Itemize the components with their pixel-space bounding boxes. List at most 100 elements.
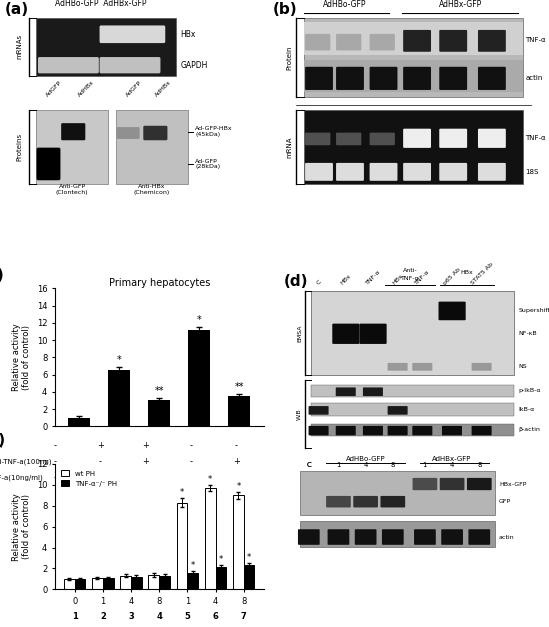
FancyBboxPatch shape xyxy=(388,406,407,414)
FancyBboxPatch shape xyxy=(336,163,364,181)
FancyBboxPatch shape xyxy=(472,426,492,435)
FancyBboxPatch shape xyxy=(336,67,364,90)
Text: Anti-GFP
(Clontech): Anti-GFP (Clontech) xyxy=(55,184,88,195)
Text: GFP: GFP xyxy=(499,499,511,504)
FancyBboxPatch shape xyxy=(468,529,490,545)
Text: AdHBx-GFP: AdHBx-GFP xyxy=(433,456,472,461)
Text: HBx: HBx xyxy=(0,443,2,449)
Bar xyxy=(304,18,523,97)
Text: Proteins: Proteins xyxy=(16,133,22,161)
FancyBboxPatch shape xyxy=(336,133,361,145)
FancyBboxPatch shape xyxy=(414,529,436,545)
Bar xyxy=(304,22,523,55)
Text: Anti-: Anti- xyxy=(403,268,417,273)
FancyBboxPatch shape xyxy=(442,426,462,435)
FancyBboxPatch shape xyxy=(413,478,437,490)
FancyBboxPatch shape xyxy=(440,478,464,490)
Text: 4: 4 xyxy=(363,462,368,468)
Bar xyxy=(311,403,514,416)
Bar xyxy=(68,418,90,426)
Text: 18S: 18S xyxy=(525,169,539,175)
Text: -: - xyxy=(235,441,238,450)
FancyBboxPatch shape xyxy=(388,426,407,435)
Text: IkB-α: IkB-α xyxy=(519,407,535,412)
Text: AdGFP: AdGFP xyxy=(46,80,63,98)
Text: +: + xyxy=(233,457,240,466)
FancyBboxPatch shape xyxy=(354,496,378,507)
FancyBboxPatch shape xyxy=(332,324,360,344)
FancyBboxPatch shape xyxy=(439,163,467,181)
Text: Ad-GFP-HBx
(45kDa): Ad-GFP-HBx (45kDa) xyxy=(195,127,233,137)
Text: Supershifted: Supershifted xyxy=(519,308,549,314)
Text: *: * xyxy=(191,561,195,570)
FancyBboxPatch shape xyxy=(336,34,361,50)
Bar xyxy=(148,401,170,426)
Bar xyxy=(148,575,159,589)
Text: (e): (e) xyxy=(0,433,6,448)
Text: +: + xyxy=(188,473,194,482)
Text: (c): (c) xyxy=(0,268,4,283)
Text: -: - xyxy=(144,473,147,482)
Bar xyxy=(300,521,495,547)
Bar xyxy=(311,384,514,398)
Bar xyxy=(108,371,130,426)
FancyBboxPatch shape xyxy=(369,34,395,50)
Bar xyxy=(131,577,142,589)
Text: GAPDH: GAPDH xyxy=(181,61,208,70)
Bar xyxy=(304,110,523,184)
FancyBboxPatch shape xyxy=(403,30,431,52)
FancyBboxPatch shape xyxy=(309,406,328,414)
FancyBboxPatch shape xyxy=(326,496,351,507)
FancyBboxPatch shape xyxy=(37,147,60,181)
Bar xyxy=(311,423,514,436)
Text: AdHBx: AdHBx xyxy=(77,80,95,98)
Text: *: * xyxy=(180,488,184,497)
Text: actin: actin xyxy=(525,75,543,82)
FancyBboxPatch shape xyxy=(363,387,383,396)
Text: HBx: HBx xyxy=(340,273,352,285)
FancyBboxPatch shape xyxy=(412,426,433,435)
Text: (a): (a) xyxy=(4,2,29,17)
FancyBboxPatch shape xyxy=(61,123,85,140)
FancyBboxPatch shape xyxy=(355,529,377,545)
Text: C: C xyxy=(306,462,311,468)
Text: +: + xyxy=(233,473,240,482)
Text: Anti-HBx
(Chemicon): Anti-HBx (Chemicon) xyxy=(133,184,170,195)
FancyBboxPatch shape xyxy=(388,363,407,371)
Text: TNF-α: TNF-α xyxy=(525,36,546,43)
Text: anti-TNF-a(100ng): anti-TNF-a(100ng) xyxy=(0,458,52,465)
Text: TNF-α: TNF-α xyxy=(401,277,419,282)
Text: C: C xyxy=(315,279,322,285)
Text: 8: 8 xyxy=(477,462,481,468)
Text: -: - xyxy=(54,441,57,450)
Bar xyxy=(75,579,85,589)
Text: -: - xyxy=(189,441,193,450)
FancyBboxPatch shape xyxy=(478,30,506,52)
FancyBboxPatch shape xyxy=(380,496,405,507)
Text: 7: 7 xyxy=(241,612,247,621)
FancyBboxPatch shape xyxy=(478,163,506,181)
Text: p-IkB-α: p-IkB-α xyxy=(519,388,541,393)
Text: 4: 4 xyxy=(156,612,162,621)
Bar xyxy=(300,471,495,515)
FancyBboxPatch shape xyxy=(369,133,395,145)
Text: AdHBo-GFP: AdHBo-GFP xyxy=(346,456,385,461)
Bar xyxy=(188,330,210,426)
Text: HBx: HBx xyxy=(181,30,196,39)
FancyBboxPatch shape xyxy=(305,163,333,181)
Bar xyxy=(205,488,216,589)
Text: (d): (d) xyxy=(284,273,309,288)
Y-axis label: Relative activity
(fold of control): Relative activity (fold of control) xyxy=(12,493,31,561)
FancyBboxPatch shape xyxy=(403,129,431,148)
Text: mRNAs: mRNAs xyxy=(16,34,22,60)
Text: W.B: W.B xyxy=(297,408,302,420)
FancyBboxPatch shape xyxy=(305,133,330,145)
Text: 1: 1 xyxy=(423,462,427,468)
FancyBboxPatch shape xyxy=(478,129,506,148)
Title: Primary hepatocytes: Primary hepatocytes xyxy=(109,278,210,288)
FancyBboxPatch shape xyxy=(309,426,328,435)
Bar xyxy=(92,578,103,589)
Bar xyxy=(115,110,188,184)
Text: AdHBx: AdHBx xyxy=(154,80,172,98)
FancyBboxPatch shape xyxy=(441,529,463,545)
